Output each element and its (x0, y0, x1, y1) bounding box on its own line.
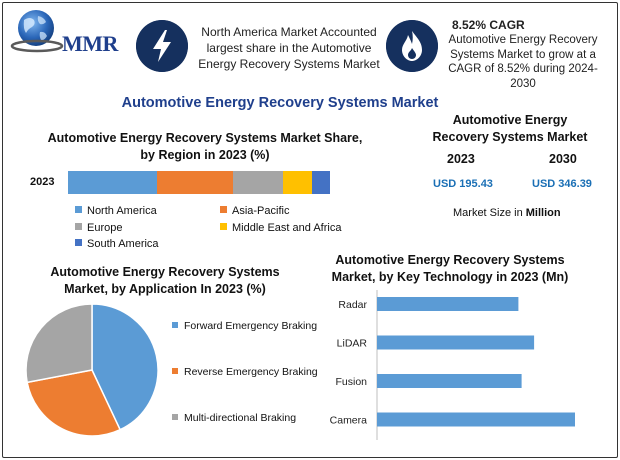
flame-icon (386, 20, 438, 72)
legend-label: Europe (87, 221, 123, 234)
pie-slice-forward-emergency-braking (91, 303, 159, 431)
technology-category-label-camera: Camera (330, 415, 368, 427)
logo-text: MMR (62, 31, 118, 56)
legend-label: Forward Emergency Braking (184, 320, 318, 332)
legend-swatch (172, 322, 178, 328)
lightning-bolt-icon (136, 20, 188, 72)
region-bar-segment-europe (233, 171, 283, 194)
market-size-value-2023: USD 195.43 (433, 178, 493, 190)
legend-swatch (75, 222, 82, 230)
technology-category-label-fusion: Fusion (335, 376, 367, 388)
legend-label: South America (87, 238, 159, 250)
region-legend-item-north-america: North America (75, 203, 157, 220)
region-highlight-text: North America Market Accounted largest s… (198, 25, 380, 71)
market-size-year-2023: 2023 (447, 152, 475, 166)
legend-swatch (75, 239, 82, 246)
market-size-unit-note: Market Size in Million (453, 207, 561, 219)
pie-slice-multi-directional-braking (25, 303, 93, 384)
technology-bar-lidar (377, 335, 535, 350)
region-bar-segment-north-america (68, 171, 158, 194)
main-title: Automotive Energy Recovery Systems Marke… (121, 95, 439, 111)
market-size-note-prefix: Market Size in (453, 207, 523, 219)
legend-label: Multi-directional Braking (184, 412, 297, 424)
region-legend-item-asia-pacific: Asia-Pacific (220, 203, 289, 220)
region-chart-title: Automotive Energy Recovery Systems Marke… (47, 131, 363, 162)
technology-bar-radar (377, 297, 519, 311)
region-legend-item-middle-east-and-africa: Middle East and Africa (220, 220, 341, 237)
globe-logo-icon (10, 10, 64, 53)
market-size-title: Automotive Energy Recovery Systems Marke… (432, 113, 588, 144)
technology-category-label-lidar: LiDAR (337, 338, 368, 350)
legend-label: Asia-Pacific (232, 205, 290, 217)
region-bar-segment-middle-east-and-africa (282, 171, 312, 194)
cagr-description: Automotive Energy Recovery Systems Marke… (448, 34, 598, 90)
legend-label: Reverse Emergency Braking (184, 366, 318, 378)
application-legend-item-multi-directional-braking: Multi-directional Braking (172, 412, 296, 424)
application-legend-item-forward-emergency-braking: Forward Emergency Braking (172, 320, 317, 332)
application-chart-title: Automotive Energy Recovery Systems Marke… (50, 265, 280, 296)
legend-label: North America (87, 205, 157, 217)
technology-bar-fusion (377, 374, 522, 388)
market-size-year-2030: 2030 (549, 152, 577, 166)
legend-swatch (75, 206, 82, 213)
legend-swatch (220, 206, 227, 213)
region-legend-item-south-america: South America (75, 236, 159, 253)
market-size-value-2030: USD 346.39 (532, 178, 592, 190)
legend-swatch (172, 368, 178, 374)
legend-label: Middle East and Africa (232, 221, 342, 234)
technology-category-label-radar: Radar (338, 299, 367, 311)
pie-slice-reverse-emergency-braking (26, 369, 122, 437)
technology-chart-title: Automotive Energy Recovery Systems Marke… (331, 253, 569, 284)
legend-swatch (172, 414, 178, 420)
region-legend-item-europe: Europe (75, 220, 122, 237)
technology-bar-chart: Radar LiDAR Fusion Camera (330, 290, 575, 440)
region-bar-segment-south-america (311, 171, 330, 194)
legend-swatch (220, 222, 227, 230)
technology-bar-camera (377, 412, 575, 427)
region-bar-segment-asia-pacific (157, 171, 234, 194)
region-chart-category: 2023 (30, 176, 55, 188)
cagr-title: 8.52% CAGR (452, 18, 525, 32)
market-size-note-unit: Million (525, 207, 561, 219)
application-pie-chart (25, 303, 159, 437)
application-legend-item-reverse-emergency-braking: Reverse Emergency Braking (172, 366, 318, 378)
region-stacked-bar (68, 171, 330, 194)
